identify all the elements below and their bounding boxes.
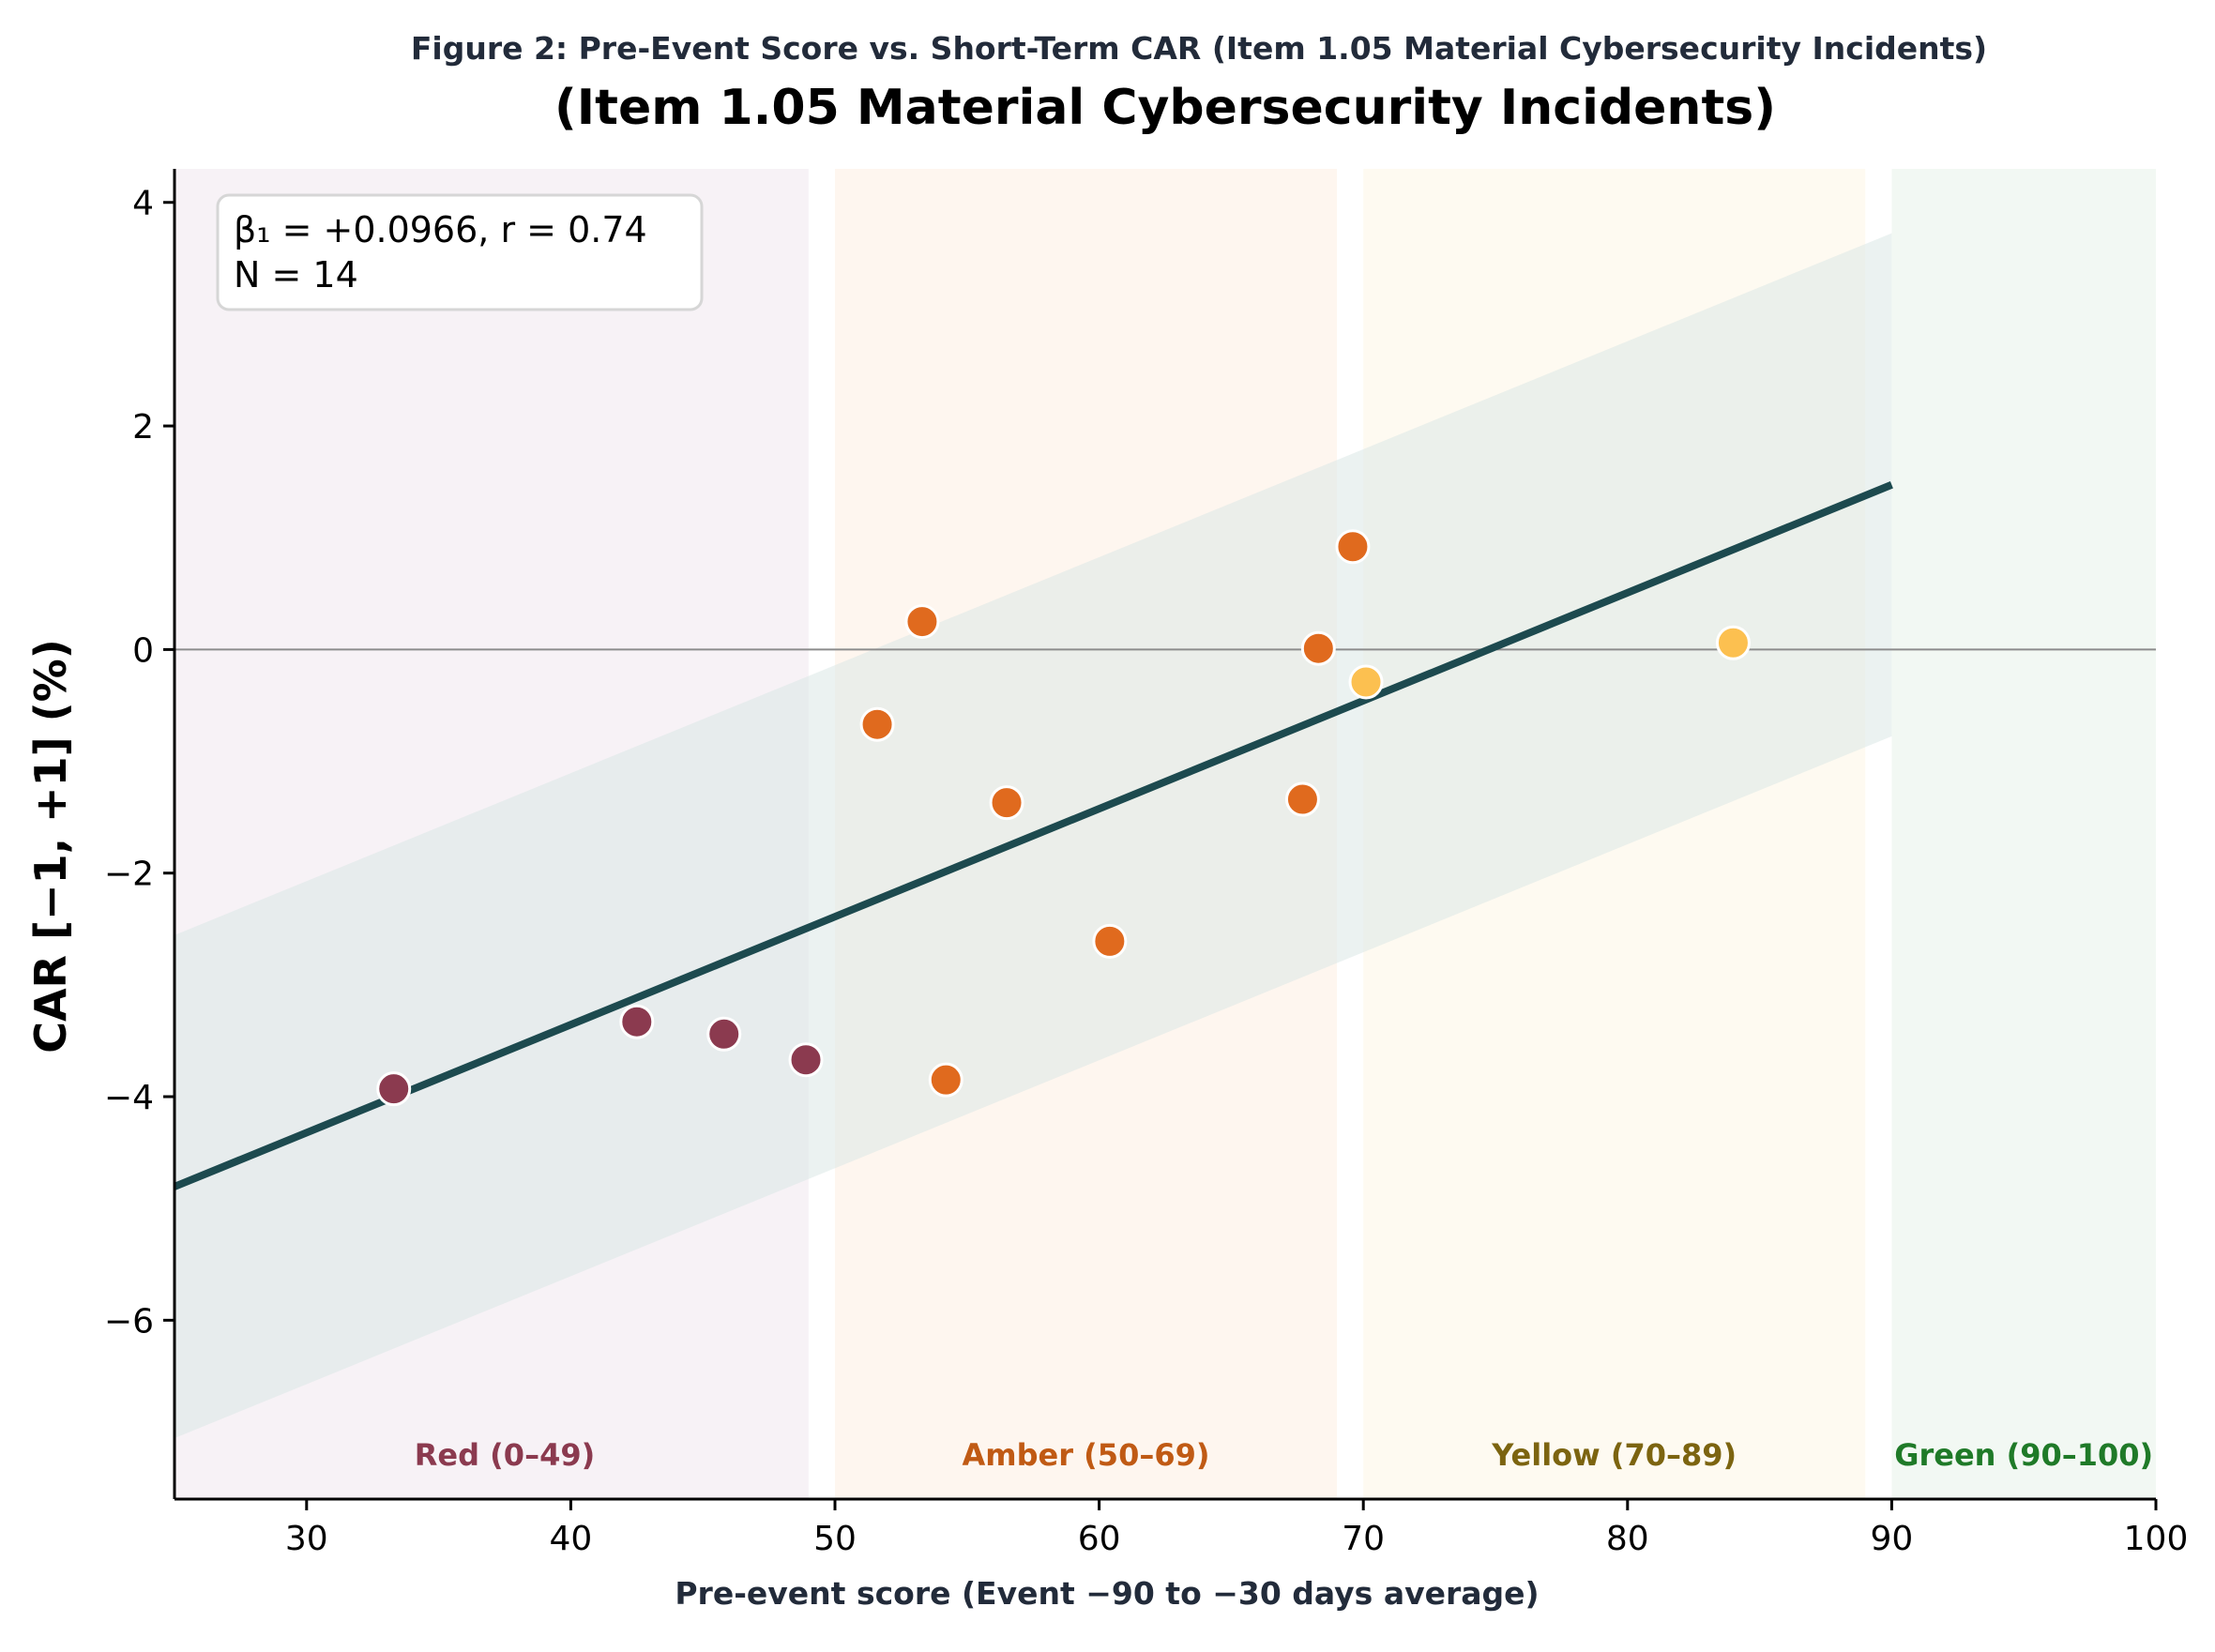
stats-box: β₁ = +0.0966, r = 0.74 N = 14 — [216, 193, 704, 311]
x-tick-label: 100 — [2124, 1520, 2189, 1558]
x-tick-label: 70 — [1342, 1520, 1385, 1558]
data-point-2 — [619, 1004, 655, 1039]
x-tick-label: 40 — [549, 1520, 592, 1558]
data-point-3 — [706, 1016, 742, 1052]
regression-line — [173, 481, 1893, 1190]
data-point-8 — [989, 785, 1024, 821]
stats-line-coefficient: β₁ = +0.0966, r = 0.74 — [234, 209, 647, 250]
y-axis-label: CAR [−1, +1] (%) — [25, 639, 76, 1053]
y-tick-label: 0 — [132, 631, 154, 670]
data-points — [376, 529, 1751, 1107]
data-point-14 — [1715, 625, 1751, 660]
axes — [173, 169, 2156, 1501]
data-point-11 — [1300, 630, 1336, 666]
x-tick-label: 50 — [813, 1520, 857, 1558]
data-point-9 — [1092, 923, 1128, 959]
y-tick-label: −2 — [104, 856, 154, 894]
x-tick-label: 80 — [1606, 1520, 1649, 1558]
x-tick-label: 90 — [1870, 1520, 1913, 1558]
data-point-1 — [376, 1071, 412, 1107]
zone-green — [1891, 169, 2156, 1499]
stats-box-frame — [216, 193, 704, 311]
data-point-6 — [904, 604, 940, 640]
data-point-10 — [1284, 781, 1320, 817]
x-tick-label: 60 — [1078, 1520, 1121, 1558]
figure-title: Figure 2: Pre-Event Score vs. Short-Term… — [411, 30, 1987, 67]
data-point-12 — [1335, 529, 1371, 565]
data-point-13 — [1348, 664, 1384, 700]
zone-label-amber: Amber (50–69) — [963, 1437, 1210, 1473]
zone-label-yellow: Yellow (70–89) — [1491, 1437, 1737, 1473]
x-axis-ticks: 30 40 50 60 70 80 90 100 — [285, 1499, 2188, 1558]
chart-title: (Item 1.05 Material Cybersecurity Incide… — [554, 80, 1776, 136]
y-tick-label: −6 — [104, 1302, 154, 1341]
x-tick-label: 30 — [285, 1520, 328, 1558]
zone-labels: Red (0–49) Amber (50–69) Yellow (70–89) Gre… — [415, 1437, 2153, 1473]
y-tick-label: −4 — [104, 1079, 154, 1117]
y-axis-ticks: −6 −4 −2 0 2 4 — [104, 185, 174, 1341]
zone-label-green: Green (90–100) — [1894, 1437, 2153, 1473]
data-point-7 — [928, 1062, 963, 1098]
stats-line-count: N = 14 — [234, 254, 358, 296]
regression-fit-line — [173, 481, 1893, 1190]
y-tick-label: 2 — [132, 408, 154, 447]
y-tick-label: 4 — [132, 185, 154, 223]
x-axis-label: Pre-event score (Event −90 to −30 days a… — [675, 1575, 1539, 1612]
data-point-5 — [859, 706, 895, 742]
zone-label-red: Red (0–49) — [415, 1437, 595, 1473]
data-point-4 — [788, 1042, 824, 1078]
